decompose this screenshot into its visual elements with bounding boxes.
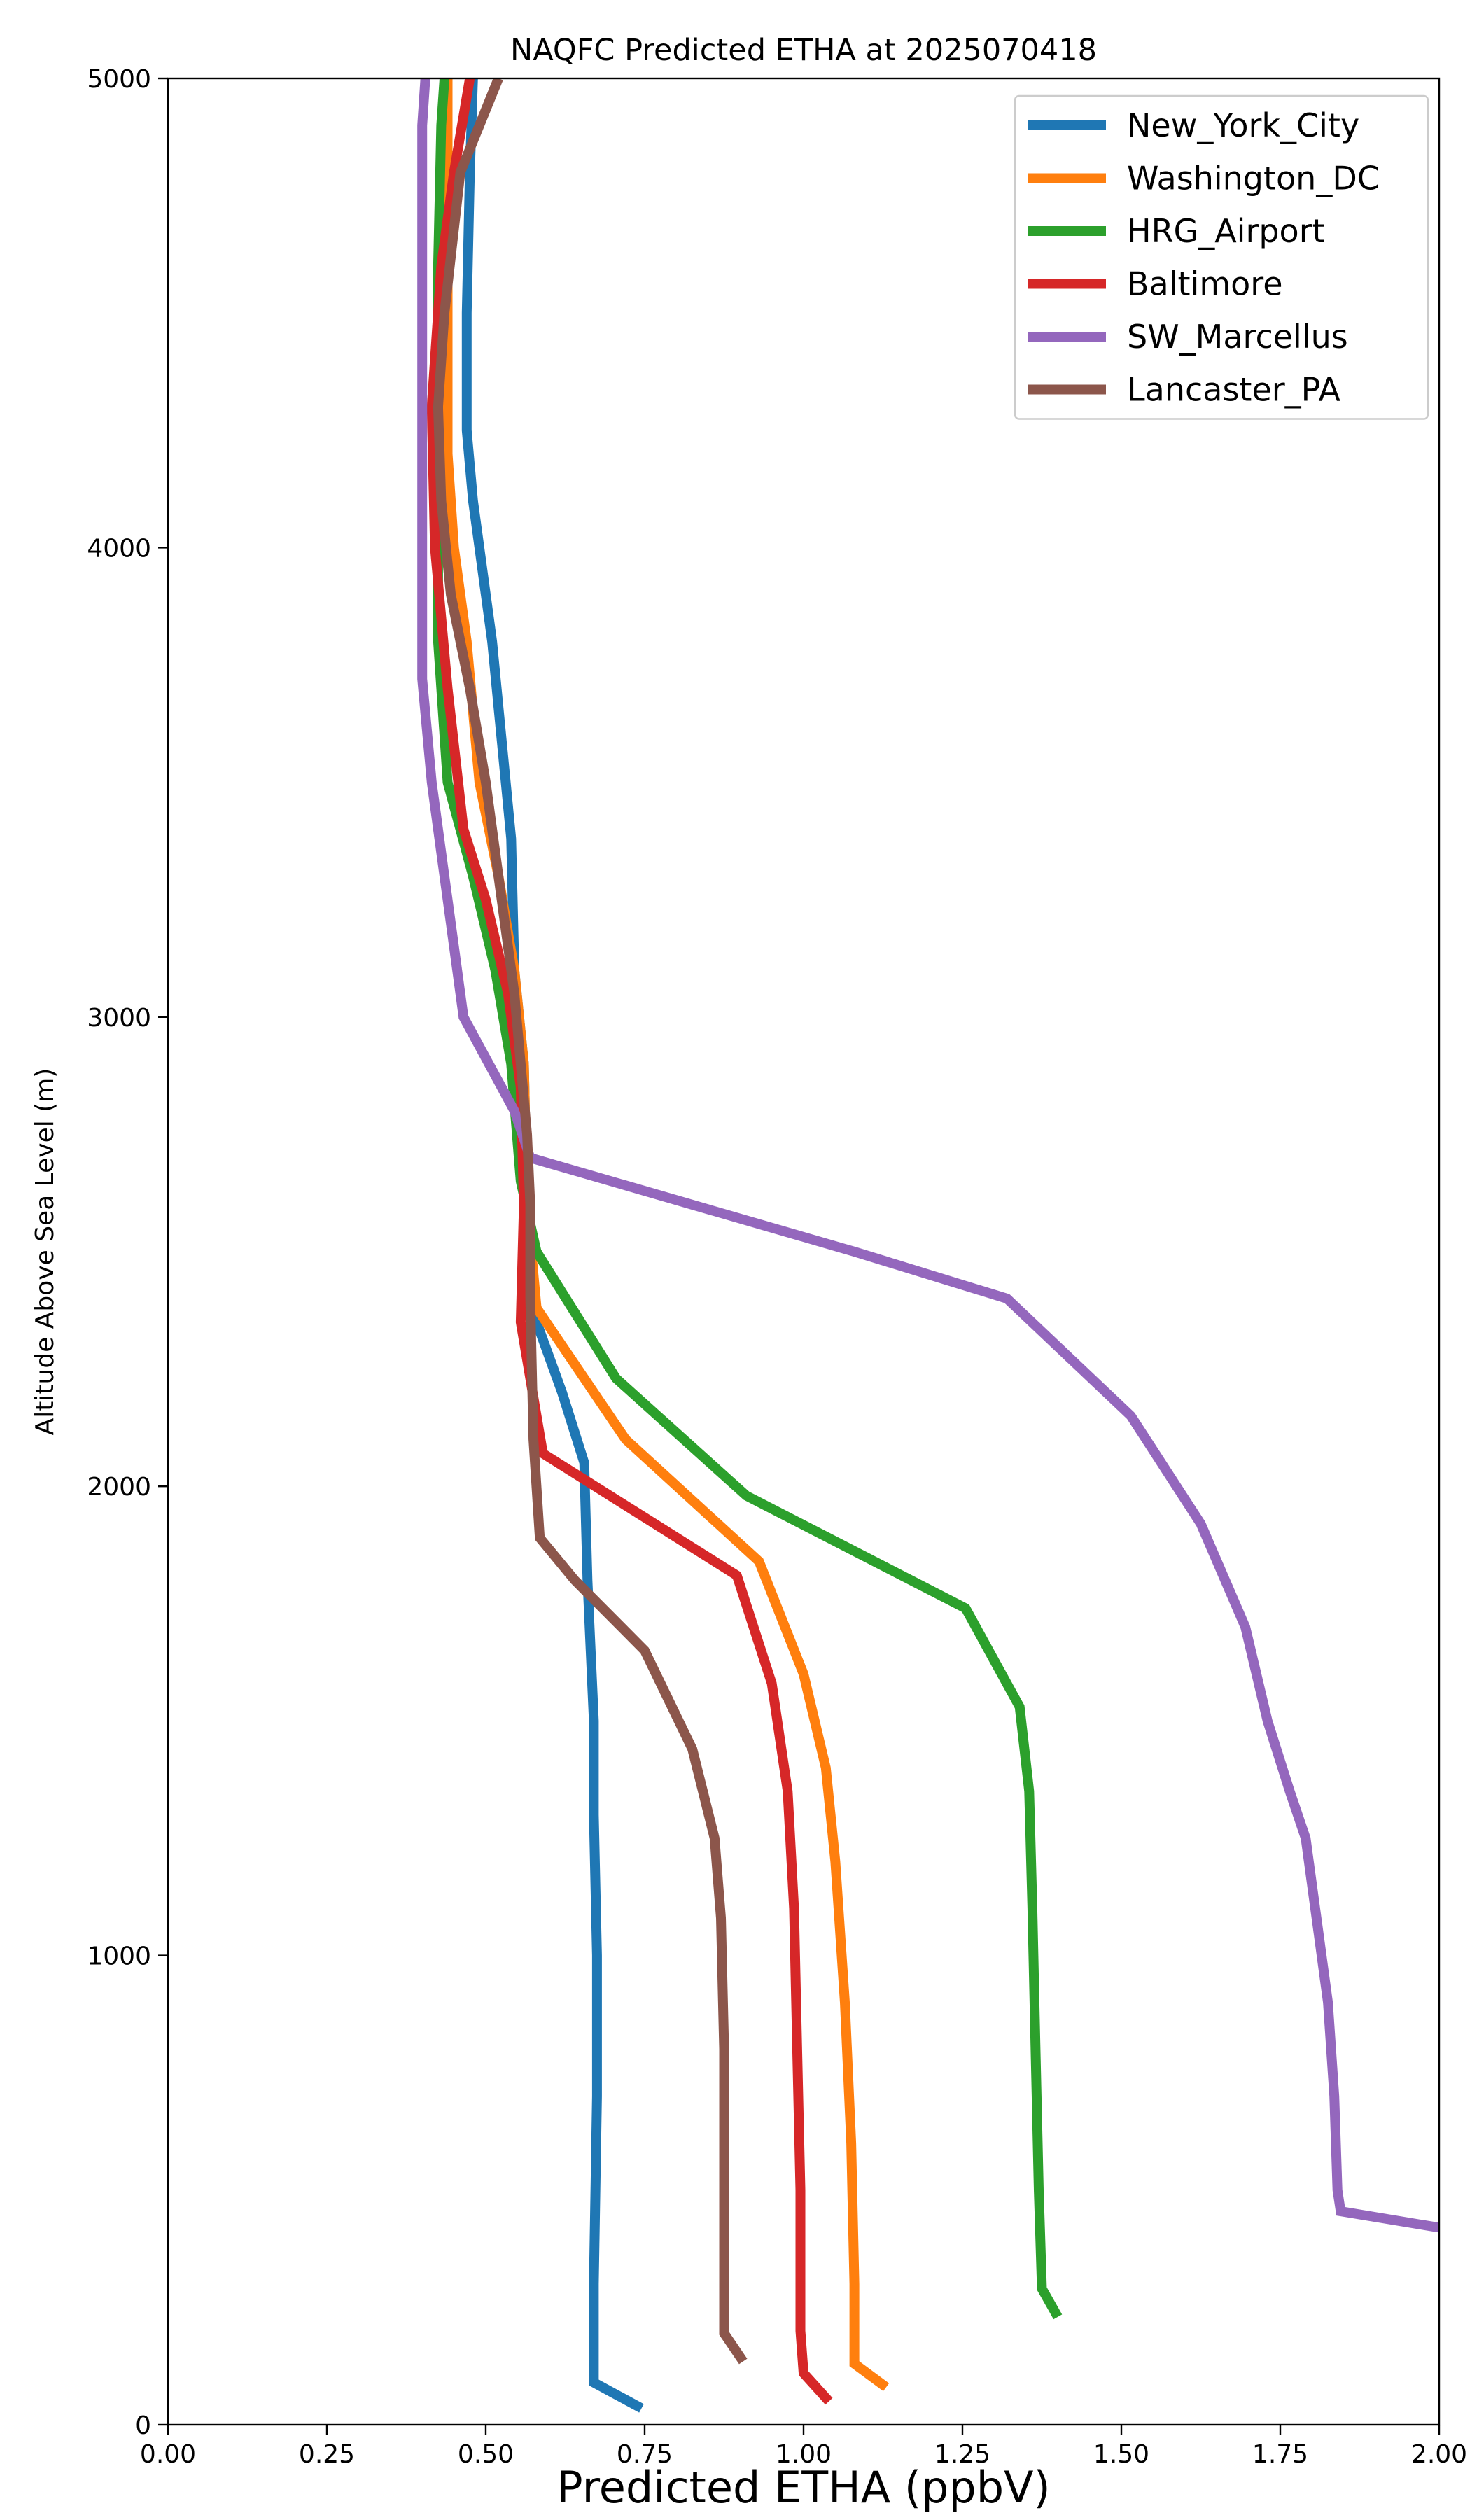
chart-title: NAQFC Predicted ETHA at 2025070418 xyxy=(510,33,1097,68)
x-tick-label: 1.25 xyxy=(934,2440,990,2469)
series-line-new-york-city xyxy=(461,78,644,2413)
x-axis: 0.00 0.25 0.50 0.75 1.00 1.25 1.50 1.75 2.00 xyxy=(140,2425,1467,2469)
legend-label: HRG_Airport xyxy=(1127,212,1325,250)
x-tick-label: 0.00 xyxy=(140,2440,196,2469)
series-line-baltimore xyxy=(426,78,833,2405)
x-tick-label: 0.25 xyxy=(299,2440,355,2469)
x-axis-label: Predicted ETHA (ppbV) xyxy=(556,2462,1050,2513)
legend-label: Lancaster_PA xyxy=(1127,371,1340,409)
y-axis-label: Altitude Above Sea Level (m) xyxy=(31,1068,59,1436)
legend-label: Washington_DC xyxy=(1127,160,1380,197)
y-tick-label: 3000 xyxy=(87,1004,151,1032)
legend-label: Baltimore xyxy=(1127,265,1283,303)
x-tick-label: 0.50 xyxy=(458,2440,514,2469)
x-tick-label: 1.00 xyxy=(776,2440,832,2469)
x-tick-label: 0.75 xyxy=(617,2440,673,2469)
y-tick-label: 1000 xyxy=(87,1942,151,1971)
y-tick-label: 0 xyxy=(135,2412,151,2440)
y-tick-label: 5000 xyxy=(87,65,151,94)
y-tick-label: 4000 xyxy=(87,534,151,563)
legend-label: New_York_City xyxy=(1127,106,1359,144)
x-tick-label: 1.50 xyxy=(1093,2440,1149,2469)
x-tick-label: 1.75 xyxy=(1252,2440,1308,2469)
y-tick-label: 2000 xyxy=(87,1473,151,1502)
series-line-lancaster-pa xyxy=(433,78,748,2365)
series-layer xyxy=(417,78,1439,2413)
legend: New_York_City Washington_DC HRG_Airport Bal… xyxy=(1014,94,1429,420)
y-axis: 0 1000 2000 3000 4000 5000 xyxy=(87,65,168,2440)
plot-frame xyxy=(167,77,1441,2426)
series-line-washington-dc xyxy=(442,78,890,2392)
series-line-sw-marcellus xyxy=(417,78,1439,2233)
x-tick-label: 2.00 xyxy=(1411,2440,1467,2469)
legend-box xyxy=(1014,94,1429,420)
legend-label: SW_Marcellus xyxy=(1127,318,1348,356)
